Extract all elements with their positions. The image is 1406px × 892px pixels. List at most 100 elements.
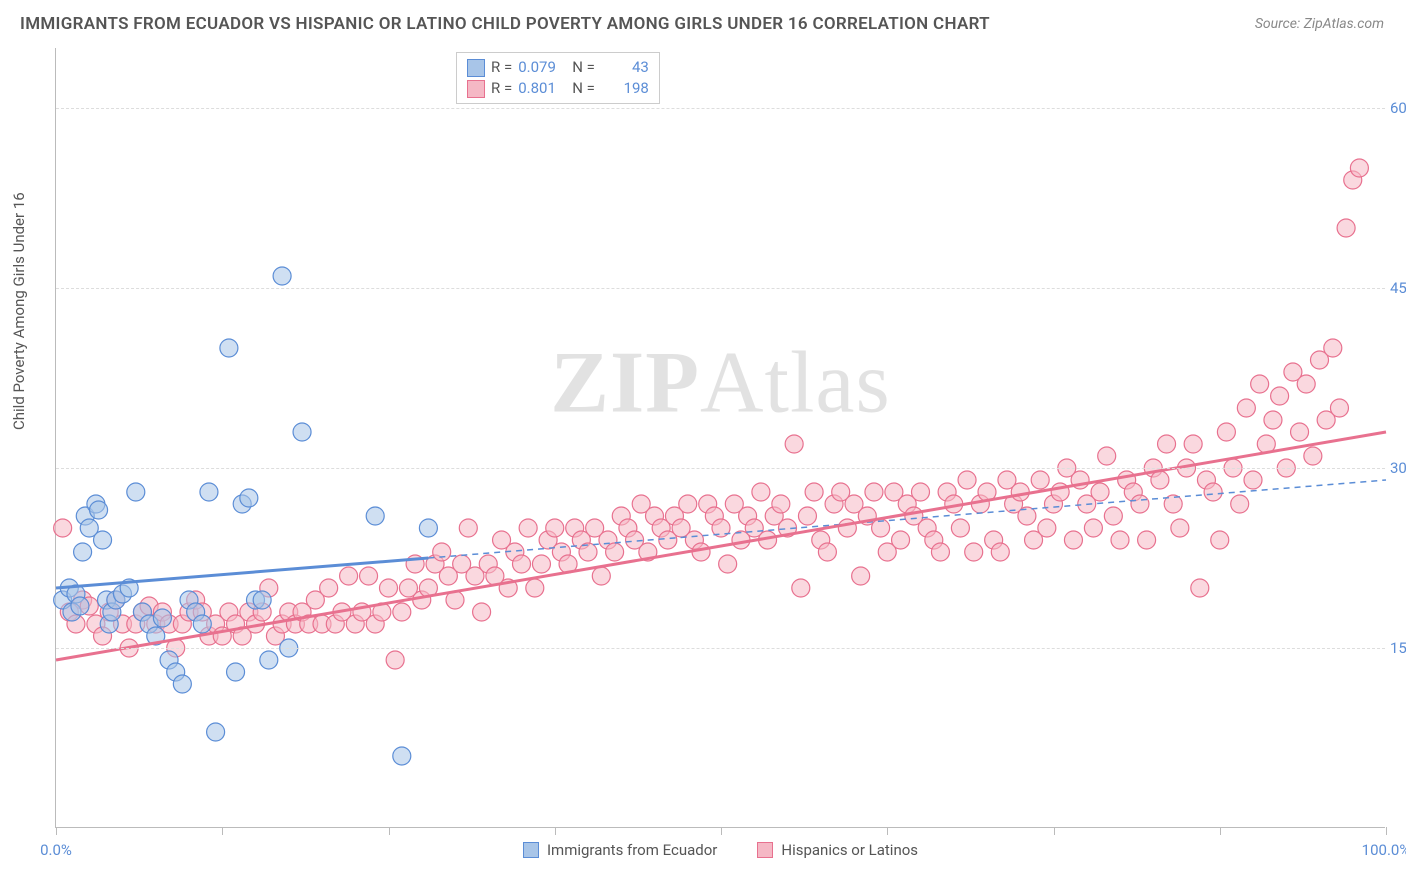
legend-r-prefix: R =: [491, 78, 512, 99]
source-attribution: Source: ZipAtlas.com: [1255, 16, 1384, 32]
data-point: [1104, 507, 1122, 525]
data-point: [592, 567, 610, 585]
data-point: [679, 495, 697, 513]
data-point: [1091, 483, 1109, 501]
data-point: [719, 555, 737, 573]
x-tick: [1386, 827, 1387, 835]
data-point: [1324, 339, 1342, 357]
data-point: [526, 579, 544, 597]
data-point: [965, 543, 983, 561]
data-point: [1291, 423, 1309, 441]
x-tick-label: 0.0%: [40, 841, 72, 859]
data-point: [459, 519, 477, 537]
data-point: [532, 555, 550, 573]
data-point: [752, 483, 770, 501]
data-point: [912, 483, 930, 501]
data-point: [838, 519, 856, 537]
data-point: [991, 543, 1009, 561]
data-point: [792, 579, 810, 597]
data-point: [798, 507, 816, 525]
correlation-legend: R =0.079N =43R =0.801N =198: [456, 52, 660, 104]
x-tick: [1054, 827, 1055, 835]
data-point: [852, 567, 870, 585]
legend-label: Hispanics or Latinos: [781, 841, 918, 859]
data-point: [1111, 531, 1129, 549]
gridline: [56, 468, 1385, 469]
legend-item: Immigrants from Ecuador: [523, 841, 717, 859]
data-point: [951, 519, 969, 537]
data-point: [473, 603, 491, 621]
data-point: [1171, 519, 1189, 537]
chart-svg: [56, 48, 1385, 827]
gridline: [56, 288, 1385, 289]
x-tick: [222, 827, 223, 835]
legend-label: Immigrants from Ecuador: [547, 841, 717, 859]
data-point: [606, 543, 624, 561]
data-point: [1237, 399, 1255, 417]
data-point: [127, 483, 145, 501]
data-point: [393, 747, 411, 765]
data-point: [1330, 399, 1348, 417]
legend-r-value: 0.801: [518, 78, 566, 99]
data-point: [1131, 495, 1149, 513]
data-point: [253, 591, 271, 609]
series-legend: Immigrants from Ecuador Hispanics or Lati…: [56, 841, 1385, 859]
data-point: [360, 567, 378, 585]
legend-r-value: 0.079: [518, 57, 566, 78]
legend-n-prefix: N =: [572, 57, 595, 78]
data-point: [513, 555, 531, 573]
data-point: [54, 519, 72, 537]
gridline: [56, 648, 1385, 649]
x-tick: [887, 827, 888, 835]
x-tick: [721, 827, 722, 835]
data-point: [519, 519, 537, 537]
data-point: [865, 483, 883, 501]
data-point: [1217, 423, 1235, 441]
data-point: [386, 651, 404, 669]
data-point: [153, 609, 171, 627]
data-point: [220, 339, 238, 357]
data-point: [1138, 531, 1156, 549]
x-tick: [389, 827, 390, 835]
data-point: [546, 519, 564, 537]
data-point: [193, 615, 211, 633]
data-point: [818, 543, 836, 561]
legend-swatch: [467, 80, 485, 98]
data-point: [74, 543, 92, 561]
legend-swatch: [523, 842, 539, 858]
data-point: [1304, 447, 1322, 465]
data-point: [340, 567, 358, 585]
data-point: [173, 675, 191, 693]
data-point: [71, 597, 89, 615]
data-point: [273, 267, 291, 285]
gridline: [56, 108, 1385, 109]
legend-r-prefix: R =: [491, 57, 512, 78]
data-point: [94, 531, 112, 549]
x-tick-label: 100.0%: [1362, 841, 1406, 859]
data-point: [366, 507, 384, 525]
x-tick: [1220, 827, 1221, 835]
data-point: [1264, 411, 1282, 429]
legend-n-prefix: N =: [572, 78, 595, 99]
trend-line: [56, 432, 1386, 660]
data-point: [320, 579, 338, 597]
data-point: [772, 495, 790, 513]
data-point: [1337, 219, 1355, 237]
chart-title: IMMIGRANTS FROM ECUADOR VS HISPANIC OR L…: [20, 14, 990, 34]
data-point: [227, 663, 245, 681]
y-axis-label: Child Poverty Among Girls Under 16: [10, 192, 28, 430]
data-point: [1251, 375, 1269, 393]
data-point: [1204, 483, 1222, 501]
legend-swatch: [467, 59, 485, 77]
data-point: [1231, 495, 1249, 513]
legend-swatch: [757, 842, 773, 858]
legend-row: R =0.079N =43: [467, 57, 649, 78]
data-point: [1158, 435, 1176, 453]
data-point: [393, 603, 411, 621]
data-point: [1271, 387, 1289, 405]
data-point: [1191, 579, 1209, 597]
data-point: [1064, 531, 1082, 549]
data-point: [892, 531, 910, 549]
legend-item: Hispanics or Latinos: [757, 841, 918, 859]
data-point: [1098, 447, 1116, 465]
